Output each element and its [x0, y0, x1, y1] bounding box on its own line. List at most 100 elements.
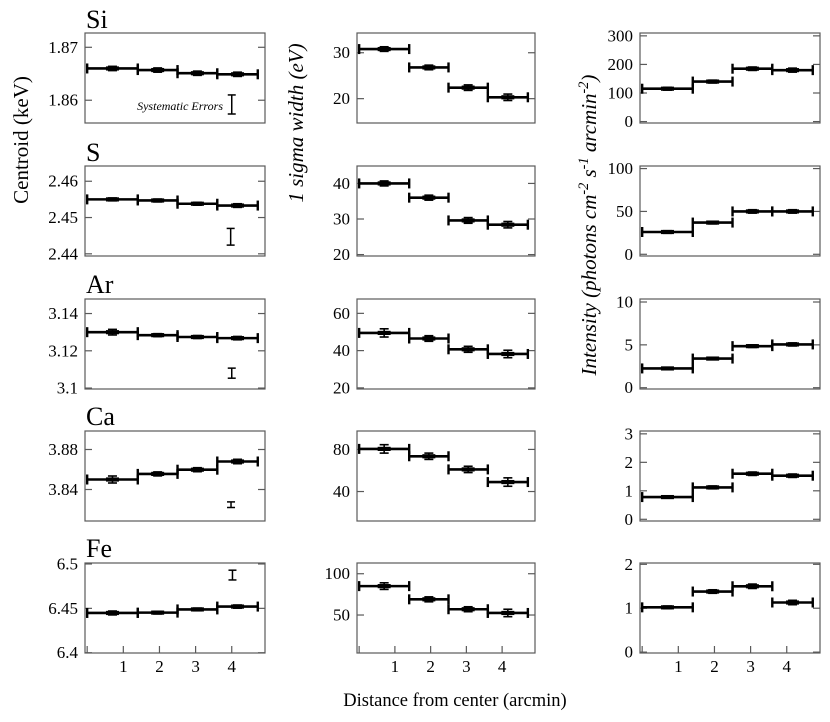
- y-tick-label: 20: [333, 89, 350, 108]
- y-tick-label: 2.44: [48, 244, 78, 263]
- panel-ar-width: 20 40 60: [333, 298, 536, 397]
- y-tick-label: 40: [333, 482, 350, 501]
- panel-border: [356, 165, 536, 257]
- y-tick-label: 100: [608, 84, 634, 103]
- y-tick-label: 0: [625, 378, 634, 397]
- x-tick-label: 4: [498, 657, 507, 676]
- x-tick-label: 3: [746, 657, 755, 676]
- y-tick-label: 6.5: [57, 554, 78, 573]
- panel-border: [84, 430, 266, 522]
- y-tick-label: 3.12: [48, 341, 78, 360]
- element-label-s: S: [86, 138, 101, 167]
- y-tick-label: 50: [333, 606, 350, 625]
- y-tick-label: 3: [625, 424, 634, 443]
- y-tick-label: 60: [333, 304, 350, 323]
- y-tick-label: 6.45: [48, 599, 78, 618]
- y-tick-label: 100: [325, 564, 351, 583]
- panel-border: [84, 298, 266, 390]
- panel-fe-width: 50 100 1 2 3 4: [325, 562, 536, 676]
- x-tick-label: 1: [391, 657, 400, 676]
- y-tick-label: 2: [625, 555, 634, 574]
- axis-label-sigma-width: 1 sigma width (eV): [284, 43, 308, 203]
- panel-s-centroid: 2.44 2.45 2.46: [48, 165, 266, 263]
- axis-label-intensity-part: Intensity (photons cm: [577, 194, 601, 376]
- y-tick-label: 100: [608, 159, 634, 178]
- panel-si-centroid: 1.86 1.87: [48, 32, 266, 124]
- y-tick-label: 3.1: [57, 379, 78, 398]
- element-label-si: Si: [86, 5, 108, 34]
- x-tick-label: 2: [155, 657, 164, 676]
- y-tick-label: 30: [333, 43, 350, 62]
- x-tick-label: 2: [710, 657, 719, 676]
- x-tick-label: 4: [227, 657, 236, 676]
- y-tick-label: 0: [625, 510, 634, 529]
- y-tick-label: 40: [333, 341, 350, 360]
- axis-label-intensity-part: -2: [576, 81, 592, 94]
- axis-label-intensity-part: arcmin: [577, 93, 601, 158]
- x-tick-label: 4: [782, 657, 791, 676]
- axis-label-intensity-part: ): [577, 74, 601, 82]
- y-tick-label: 20: [333, 245, 350, 264]
- panel-ca-width: 40 80: [333, 430, 536, 522]
- y-tick-label: 2.45: [48, 208, 78, 227]
- y-tick-label: 20: [333, 378, 350, 397]
- panel-border: [356, 562, 536, 654]
- panel-border: [639, 298, 821, 390]
- y-tick-label: 40: [333, 174, 350, 193]
- element-label-ar: Ar: [86, 270, 114, 299]
- x-tick-label: 3: [462, 657, 471, 676]
- y-tick-label: 0: [625, 643, 634, 662]
- panel-border: [639, 32, 821, 124]
- panel-border: [356, 430, 536, 522]
- panel-si-intensity: 0 100 200 300: [608, 26, 821, 131]
- x-tick-label: 1: [119, 657, 128, 676]
- y-tick-label: 3.14: [48, 304, 78, 323]
- y-tick-label: 30: [333, 210, 350, 229]
- panel-ca-intensity: 0 1 2 3: [625, 424, 821, 529]
- y-tick-label: 1.86: [48, 91, 78, 110]
- axis-label-intensity-part: -2: [576, 182, 592, 195]
- axis-label-intensity-part: -1: [576, 157, 592, 170]
- panel-border: [356, 298, 536, 390]
- y-tick-label: 300: [608, 26, 634, 45]
- y-tick-label: 200: [608, 55, 634, 74]
- panel-fe-intensity: 0 1 2 1 2 3 4: [625, 555, 821, 676]
- y-tick-label: 3.88: [48, 440, 78, 459]
- y-tick-label: 50: [616, 202, 633, 221]
- panel-border: [639, 430, 821, 522]
- y-tick-label: 1: [625, 599, 634, 618]
- y-tick-label: 1.87: [48, 38, 78, 57]
- y-tick-label: 0: [625, 245, 634, 264]
- systematic-errors-label: Systematic Errors: [137, 99, 223, 113]
- y-tick-label: 0: [625, 112, 634, 131]
- y-tick-label: 2.46: [48, 172, 78, 191]
- axis-label-centroid: Centroid (keV): [9, 76, 33, 204]
- y-tick-label: 1: [625, 481, 634, 500]
- y-tick-label: 2: [625, 453, 634, 472]
- x-axis-label: Distance from center (arcmin): [343, 691, 567, 711]
- panel-ca-centroid: 3.84 3.88: [48, 430, 266, 522]
- y-tick-label: 10: [616, 293, 633, 312]
- y-tick-label: 5: [625, 335, 634, 354]
- axis-label-intensity: Intensity (photons cm-2 s-1 arcmin-2): [571, 5, 601, 445]
- panel-border: [84, 165, 266, 257]
- element-label-fe: Fe: [86, 534, 112, 563]
- x-tick-label: 3: [191, 657, 200, 676]
- y-tick-label: 3.84: [48, 480, 78, 499]
- x-tick-label: 2: [426, 657, 435, 676]
- panel-border: [84, 32, 266, 124]
- panel-s-width: 20 30 40: [333, 165, 536, 264]
- axis-label-intensity-part: s: [577, 169, 601, 183]
- panel-fe-centroid: 6.4 6.45 6.5 1 2 3 4: [48, 554, 266, 676]
- panel-ar-centroid: 3.1 3.12 3.14: [48, 298, 266, 398]
- y-tick-label: 6.4: [57, 643, 79, 662]
- element-label-ca: Ca: [86, 402, 115, 431]
- panel-border: [356, 32, 536, 124]
- panel-s-intensity: 0 50 100: [608, 159, 821, 264]
- y-tick-label: 80: [333, 440, 350, 459]
- panel-ar-intensity: 0 5 10: [616, 293, 821, 397]
- x-tick-label: 1: [674, 657, 683, 676]
